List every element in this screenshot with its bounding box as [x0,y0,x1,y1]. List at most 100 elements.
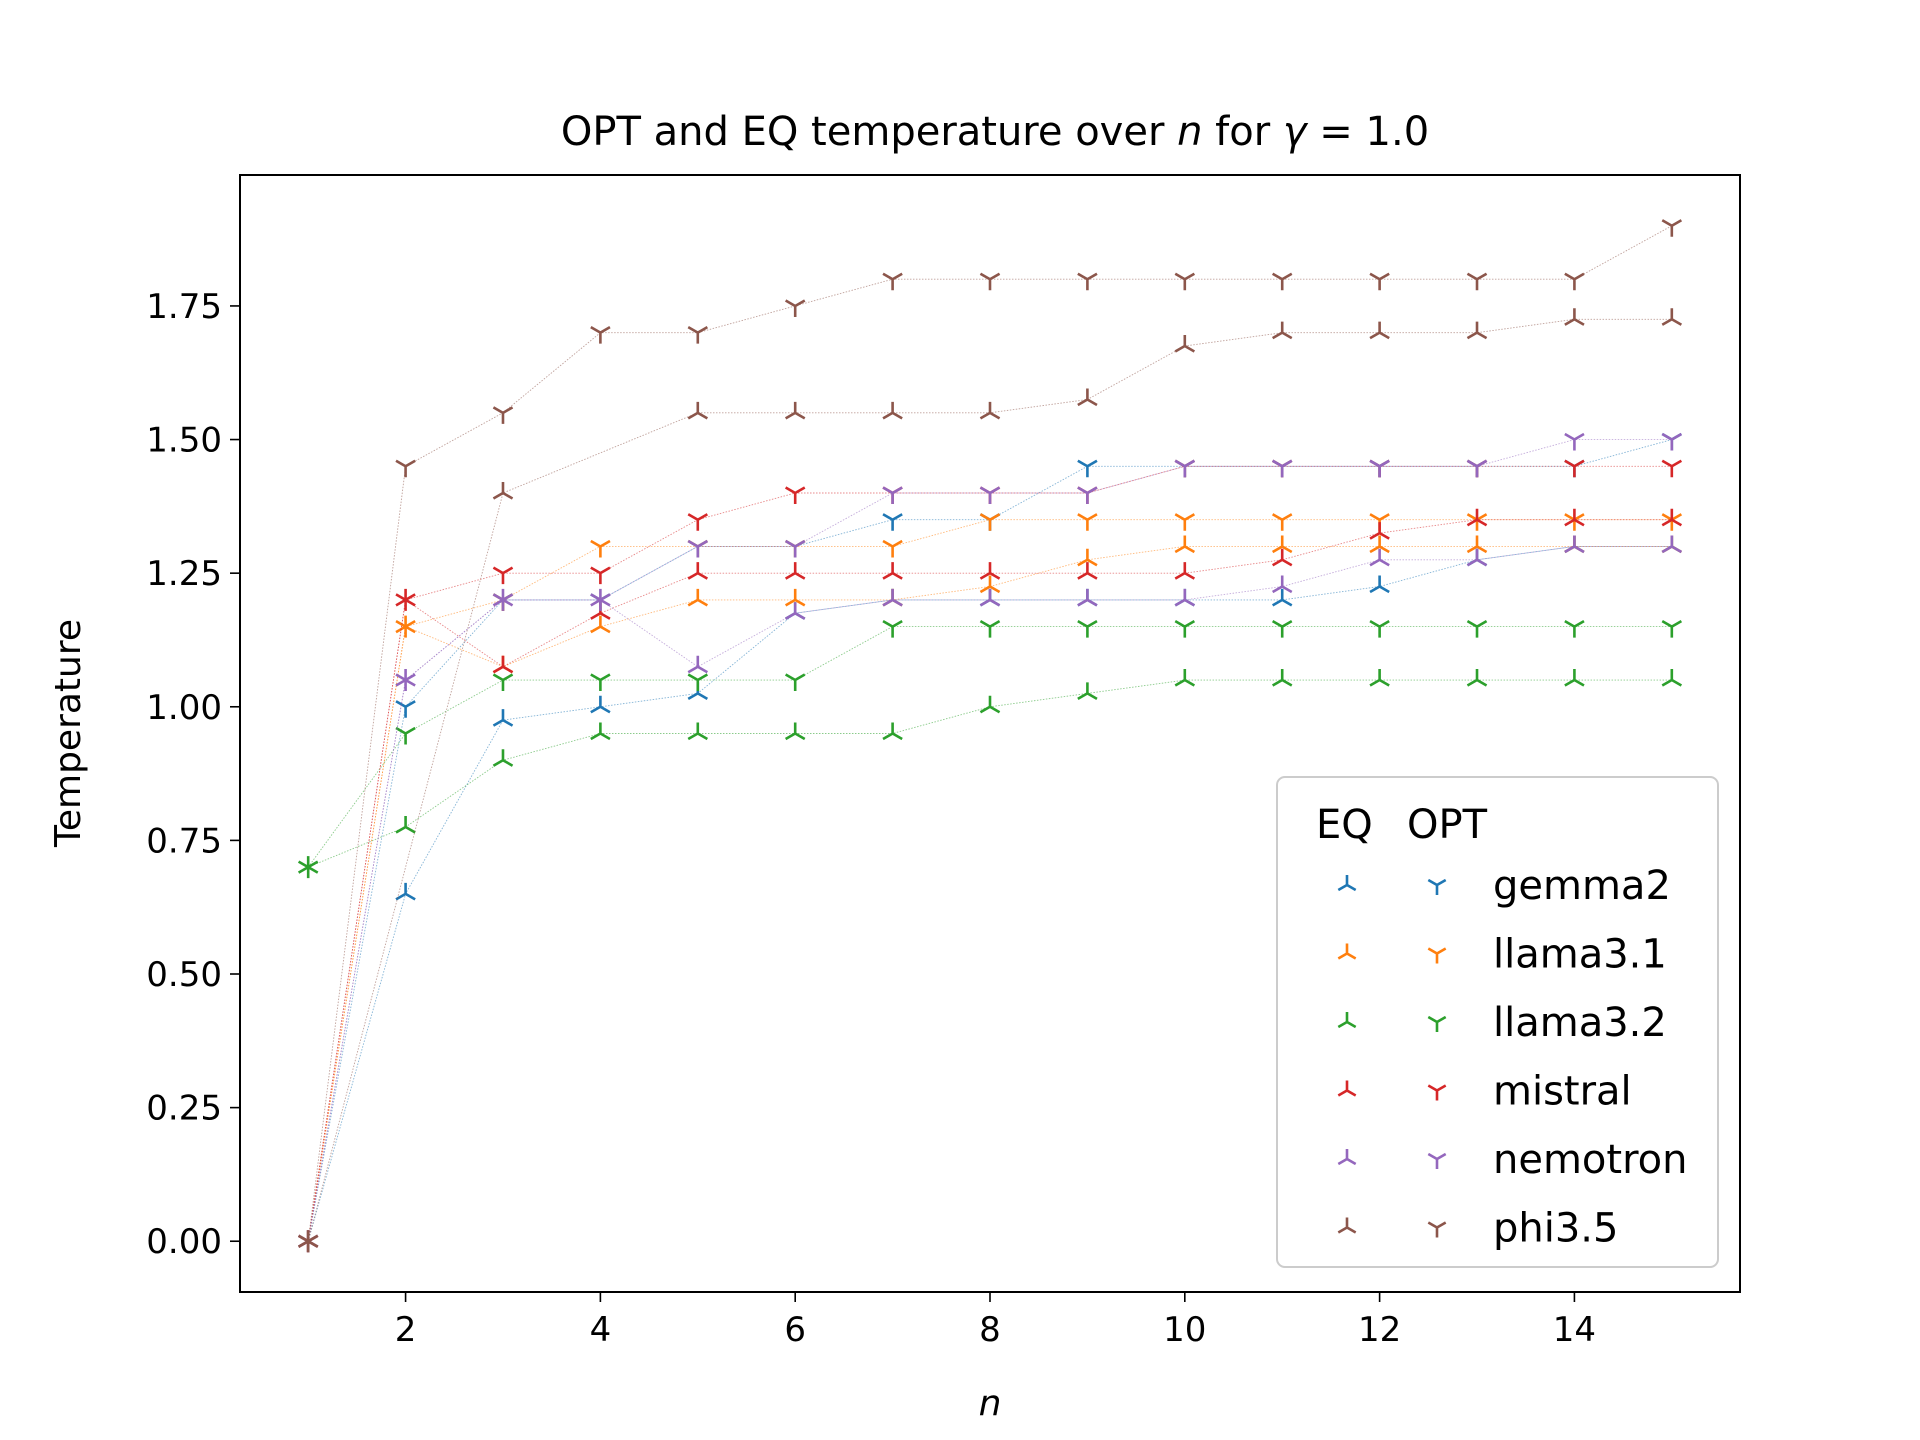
point-llama3.1-opt [395,619,416,638]
y-tick-label: 1.75 [146,287,222,327]
y-tick-label: 0.25 [146,1089,222,1129]
point-nemotron-eq [1564,535,1585,554]
point-nemotron-opt [1174,459,1196,478]
point-llama3.2-opt [297,860,319,879]
y-axis-ticks: 0.00 0.25 0.50 0.75 1.00 1.25 1.50 1.75 [146,287,240,1262]
point-llama3.2-opt [1174,619,1196,638]
point-gemma2-opt [882,513,903,531]
point-mistral-opt [395,593,416,611]
legend-entry-phi3.5: phi3.5 [1337,1206,1618,1252]
point-llama3.1-opt [590,539,611,558]
point-nemotron-eq [882,588,903,607]
legend-label-nemotron: nemotron [1493,1137,1687,1183]
point-llama3.2-opt [590,673,611,692]
point-nemotron-opt [1271,459,1293,478]
point-llama3.2-eq [1077,682,1098,701]
legend-label-llama3.2: llama3.2 [1493,1000,1667,1046]
point-gemma2-eq [590,695,611,714]
point-llama3.2-opt [1661,619,1683,638]
point-llama3.2-opt [395,726,416,745]
point-phi3.5-eq [297,1230,319,1248]
point-mistral-eq [1174,562,1196,580]
legend-marker-phi3.5-eq [1337,1217,1357,1234]
point-mistral-eq [882,562,903,580]
series-phi3.5-eq [297,308,1683,1248]
point-phi3.5-eq [1661,308,1683,326]
point-phi3.5-eq [687,401,709,420]
point-llama3.1-opt [1661,513,1683,531]
point-mistral-eq [1369,522,1390,540]
point-llama3.1-opt [979,513,1001,531]
point-mistral-opt [784,486,806,504]
point-nemotron-opt [1077,486,1098,504]
point-llama3.1-opt [1466,513,1488,531]
x-tick-label: 14 [1553,1310,1596,1350]
line-nemotron-eq [307,545,1672,1242]
point-llama3.1-eq [1369,535,1390,554]
legend-entry-llama3.1: llama3.1 [1337,932,1667,978]
point-nemotron-eq [979,588,1001,607]
point-nemotron-opt [590,593,611,611]
legend-label-phi3.5: phi3.5 [1493,1206,1618,1252]
point-nemotron-eq [1271,575,1293,594]
point-llama3.2-opt [492,673,514,692]
point-mistral-opt [590,566,611,585]
point-mistral-eq [1271,548,1293,567]
legend-marker-llama3.1-eq [1337,943,1357,960]
point-llama3.2-eq [1369,669,1390,687]
point-phi3.5-eq [1271,321,1293,340]
legend-header-eq: EQ [1316,802,1373,848]
point-nemotron-opt [784,539,806,558]
point-gemma2-opt [395,700,416,718]
legend-marker-mistral-eq [1337,1080,1357,1097]
point-llama3.1-opt [882,539,903,558]
point-nemotron-opt [1564,432,1585,451]
point-llama3.1-opt [1564,513,1585,531]
legend-entry-gemma2: gemma2 [1337,863,1671,909]
point-phi3.5-eq [1466,321,1488,340]
y-tick-label: 1.25 [146,554,222,594]
x-axis-ticks: 2 4 6 8 10 12 14 [395,1292,1596,1350]
y-tick-label: 0.50 [146,955,222,995]
point-mistral-eq [1661,508,1683,527]
point-nemotron-opt [1369,459,1390,478]
chart-title: OPT and EQ temperature over n for γ = 1.… [561,109,1429,155]
point-llama3.2-eq [1466,669,1488,687]
legend-entry-llama3.2: llama3.2 [1337,1000,1667,1046]
point-mistral-eq [492,655,514,674]
point-phi3.5-opt [784,299,806,317]
point-nemotron-eq [1661,535,1683,554]
point-llama3.1-eq [687,588,709,607]
point-llama3.2-eq [1564,669,1585,687]
legend: EQ OPT gemma2 llama3.1 llama3.2 mistral nemo… [1276,776,1719,1268]
point-gemma2-eq [1271,588,1293,607]
point-phi3.5-opt [1661,219,1683,237]
point-nemotron-eq [395,669,416,687]
point-llama3.1-opt [1077,513,1098,531]
point-llama3.2-eq [297,856,319,874]
point-nemotron-opt [687,539,709,558]
point-llama3.2-eq [1661,669,1683,687]
point-llama3.2-opt [1271,619,1293,638]
point-llama3.2-eq [979,695,1001,714]
point-mistral-opt [1564,459,1585,478]
point-llama3.1-eq [1174,535,1196,554]
point-nemotron-opt [492,593,514,611]
point-llama3.2-opt [1564,619,1585,638]
x-tick-label: 2 [395,1310,417,1350]
point-nemotron-opt [979,486,1001,504]
point-phi3.5-opt [687,326,709,344]
point-llama3.2-eq [492,749,514,767]
point-phi3.5-opt [1077,272,1098,291]
point-mistral-opt [1661,459,1683,478]
line-phi3.5-opt [307,225,1673,1242]
point-llama3.1-eq [1077,548,1098,567]
legend-label-gemma2: gemma2 [1493,863,1671,909]
point-nemotron-eq [1174,588,1196,607]
legend-rows: gemma2 llama3.1 llama3.2 mistral nemotron phi… [1337,863,1687,1252]
y-tick-label: 1.50 [146,421,222,461]
point-llama3.1-eq [1466,535,1488,554]
point-mistral-eq [784,562,806,580]
point-phi3.5-opt [590,326,611,344]
